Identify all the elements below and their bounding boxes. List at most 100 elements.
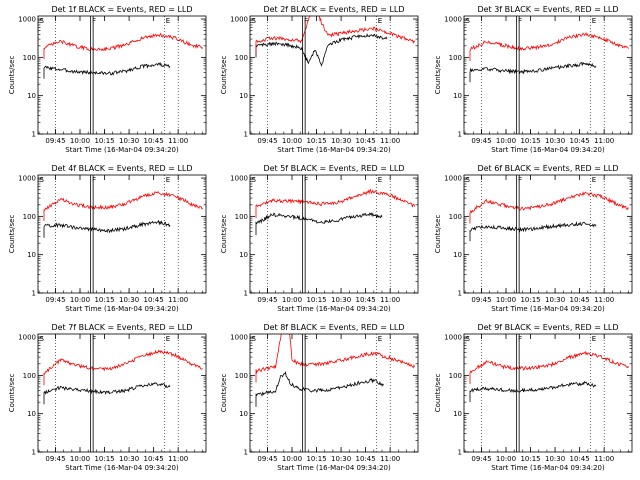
series-line-events: [255, 212, 383, 236]
series-line-lld: [255, 188, 416, 219]
x-tick-label: 09:45: [45, 137, 65, 145]
marker-label: E: [166, 176, 170, 184]
x-tick-label: 09:45: [471, 296, 491, 304]
x-tick-label: 10:45: [144, 296, 164, 304]
x-axis-label: Start Time (16-Mar-04 09:34:20): [277, 464, 391, 472]
marker-label: F: [92, 176, 96, 184]
y-tick-label: 100: [23, 372, 36, 380]
detector-panel: Det 9f BLACK = Events, RED = LLD S F E 1 10 10…: [434, 323, 633, 472]
x-tick-label: 10:45: [570, 455, 590, 463]
x-axis-label: Start Time (16-Mar-04 09:34:20): [491, 464, 605, 472]
series-line-events: [255, 370, 384, 407]
marker-label: S: [252, 17, 257, 25]
series-line-lld: [469, 32, 629, 62]
x-tick-label: 10:45: [570, 296, 590, 304]
x-tick-label: 10:30: [119, 296, 139, 304]
y-tick-label: 1000: [444, 16, 462, 24]
series-line-events: [255, 33, 388, 67]
x-axis-label: Start Time (16-Mar-04 09:34:20): [277, 146, 391, 154]
y-tick-label: 1: [458, 290, 462, 298]
y-axis-label: Counts/sec: [434, 374, 442, 413]
panel-title: Det 8f BLACK = Events, RED = LLD: [263, 323, 404, 332]
series-line-lld: [469, 350, 630, 384]
plot-frame: [37, 333, 207, 453]
y-axis-label: Counts/sec: [434, 56, 442, 95]
x-tick-label: 09:45: [471, 137, 491, 145]
detector-panel: Det 2f BLACK = Events, RED = LLD S F E 1 10 10…: [220, 5, 419, 154]
marker-label: S: [466, 335, 471, 343]
y-tick-label: 100: [449, 213, 462, 221]
y-tick-label: 1000: [230, 334, 248, 342]
marker-label: S: [252, 335, 257, 343]
x-tick-label: 10:00: [496, 296, 516, 304]
y-tick-label: 10: [453, 251, 462, 259]
y-axis-label: Counts/sec: [220, 374, 228, 413]
marker-label: E: [166, 17, 170, 25]
y-tick-label: 1000: [18, 175, 36, 183]
y-tick-label: 10: [239, 92, 248, 100]
y-tick-label: 1000: [18, 16, 36, 24]
x-tick-label: 10:00: [70, 296, 90, 304]
y-tick-label: 1000: [230, 175, 248, 183]
marker-label: E: [378, 176, 382, 184]
x-tick-label: 09:45: [257, 137, 277, 145]
series-line-lld: [255, 16, 416, 53]
x-tick-label: 10:45: [356, 296, 376, 304]
marker-label: F: [518, 17, 522, 25]
y-tick-label: 1000: [444, 334, 462, 342]
detector-panel: Det 8f BLACK = Events, RED = LLD S F E 1 10 10…: [220, 323, 419, 472]
panel-title: Det 4f BLACK = Events, RED = LLD: [51, 164, 192, 173]
plot-frame: [249, 15, 419, 135]
series-line-lld: [469, 191, 630, 224]
y-tick-label: 100: [235, 54, 248, 62]
marker-label: F: [92, 17, 96, 25]
x-tick-label: 10:30: [119, 137, 139, 145]
y-tick-label: 10: [453, 410, 462, 418]
y-axis-label: Counts/sec: [8, 374, 16, 413]
marker-label: S: [40, 176, 45, 184]
x-tick-label: 10:30: [545, 296, 565, 304]
y-tick-label: 10: [239, 410, 248, 418]
detector-panel: Det 1f BLACK = Events, RED = LLD S F E 1 10 10…: [8, 5, 207, 154]
detector-panel: Det 5f BLACK = Events, RED = LLD S F E 1 10 10…: [220, 164, 419, 313]
detector-panel: Det 6f BLACK = Events, RED = LLD S F E 1 10 10…: [434, 164, 633, 313]
series-line-lld: [255, 334, 416, 383]
marker-label: F: [304, 176, 308, 184]
y-tick-label: 1: [244, 449, 248, 457]
panel-title: Det 1f BLACK = Events, RED = LLD: [51, 5, 192, 14]
x-tick-label: 10:30: [331, 137, 351, 145]
y-axis-label: Counts/sec: [8, 215, 16, 254]
series-line-events: [469, 221, 597, 242]
x-axis-label: Start Time (16-Mar-04 09:34:20): [277, 305, 391, 313]
series-line-lld: [43, 349, 203, 386]
x-tick-label: 10:00: [282, 455, 302, 463]
x-tick-label: 10:15: [306, 137, 326, 145]
x-tick-label: 09:45: [257, 296, 277, 304]
x-axis-label: Start Time (16-Mar-04 09:34:20): [65, 464, 179, 472]
marker-label: S: [40, 17, 45, 25]
marker-label: E: [592, 176, 596, 184]
y-tick-label: 1: [244, 290, 248, 298]
panel-title: Det 2f BLACK = Events, RED = LLD: [263, 5, 404, 14]
marker-label: F: [518, 176, 522, 184]
x-tick-label: 10:00: [70, 137, 90, 145]
x-tick-label: 10:45: [570, 137, 590, 145]
x-axis-label: Start Time (16-Mar-04 09:34:20): [65, 146, 179, 154]
x-tick-label: 10:45: [356, 137, 376, 145]
x-tick-label: 10:00: [282, 137, 302, 145]
plot-frame: [249, 174, 419, 294]
detector-panel: Det 4f BLACK = Events, RED = LLD S F E 1 10 10…: [8, 164, 207, 313]
x-tick-label: 10:15: [94, 455, 114, 463]
y-axis-label: Counts/sec: [8, 56, 16, 95]
x-tick-label: 10:30: [331, 296, 351, 304]
series-line-events: [469, 380, 597, 403]
x-tick-label: 10:30: [545, 455, 565, 463]
detector-panel: Det 7f BLACK = Events, RED = LLD S F E 1 10 10…: [8, 323, 207, 472]
x-tick-label: 10:00: [282, 296, 302, 304]
x-tick-label: 11:00: [380, 137, 400, 145]
series-line-lld: [43, 32, 204, 60]
marker-label: F: [518, 335, 522, 343]
y-tick-label: 100: [449, 54, 462, 62]
x-tick-label: 11:00: [594, 296, 614, 304]
